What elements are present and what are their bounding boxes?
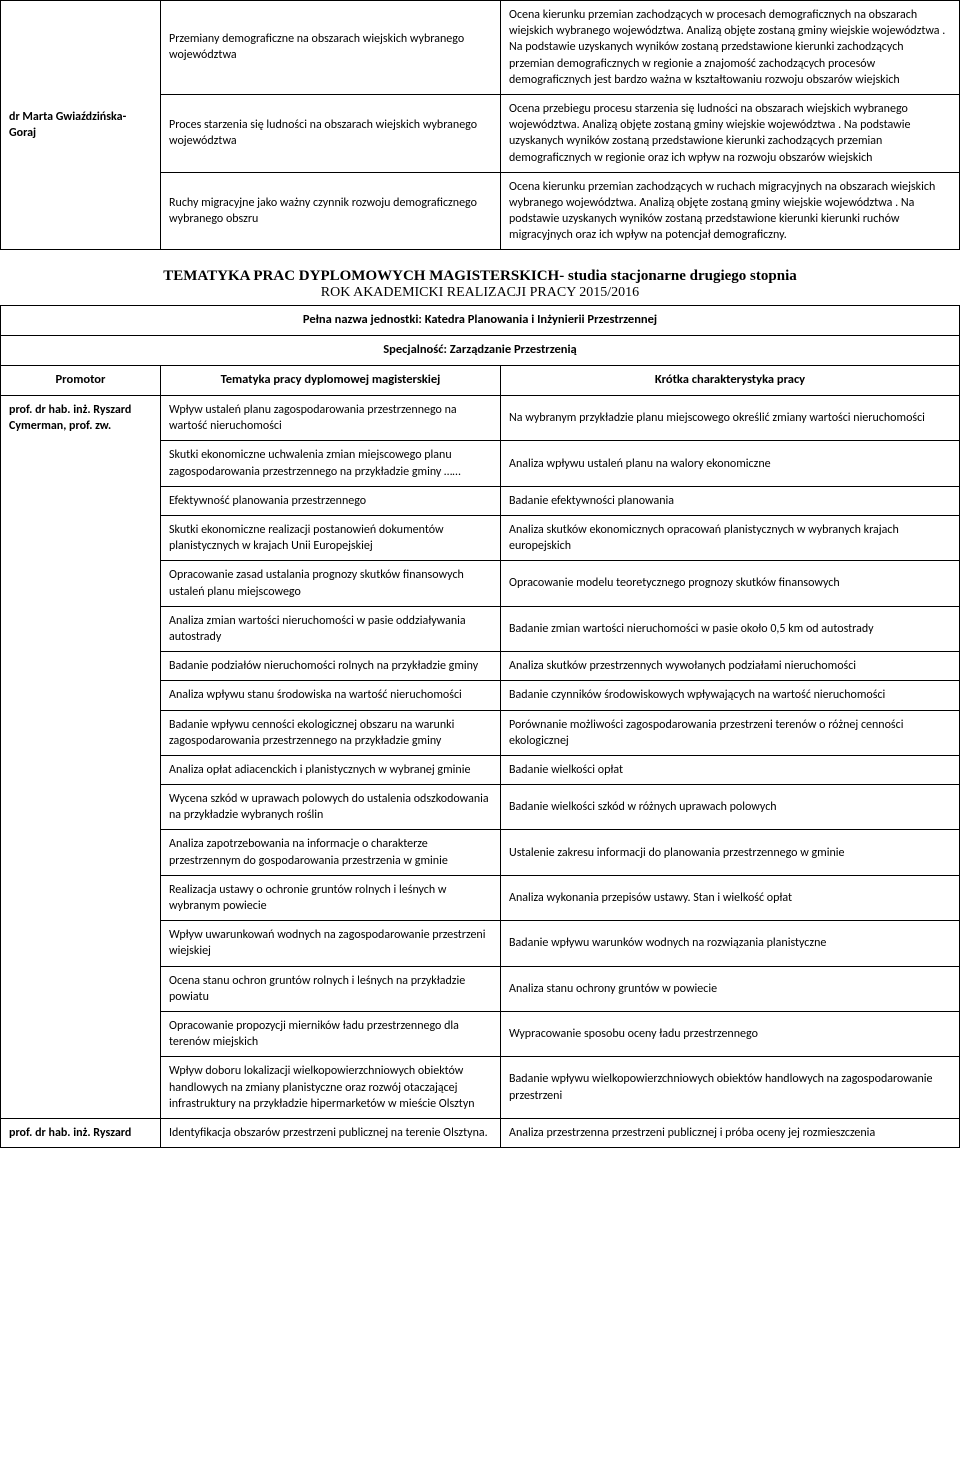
desc-cell: Badanie wielkości szkód w różnych uprawa… [501,785,960,830]
desc-cell: Ocena kierunku przemian zachodzących w r… [501,172,960,250]
desc-cell: Na wybranym przykładzie planu miejscoweg… [501,396,960,441]
topic-cell: Analiza wpływu stanu środowiska na warto… [161,681,501,710]
desc-cell: Porównanie możliwości zagospodarowania p… [501,710,960,755]
topic-cell: Ruchy migracyjne jako ważny czynnik rozw… [161,172,501,250]
desc-cell: Badanie wielkości opłat [501,755,960,784]
desc-cell: Ocena kierunku przemian zachodzących w p… [501,1,960,95]
desc-cell: Badanie wpływu warunków wodnych na rozwi… [501,921,960,966]
topics-table-2: Pełna nazwa jednostki: Katedra Planowani… [0,305,960,1148]
topic-cell: Badanie podziałów nieruchomości rolnych … [161,652,501,681]
advisor-cell: dr Marta Gwiaździńska-Goraj [1,1,161,250]
topic-cell: Skutki ekonomiczne realizacji postanowie… [161,516,501,561]
header-topic: Tematyka pracy dyplomowej magisterskiej [161,366,501,396]
desc-cell: Analiza wpływu ustaleń planu na walory e… [501,441,960,486]
topic-cell: Wycena szkód w uprawach polowych do usta… [161,785,501,830]
topic-cell: Analiza opłat adiacenckich i planistyczn… [161,755,501,784]
topic-cell: Opracowanie propozycji mierników ładu pr… [161,1011,501,1056]
desc-cell: Analiza stanu ochrony gruntów w powiecie [501,966,960,1011]
topic-cell: Realizacja ustawy o ochronie gruntów rol… [161,875,501,920]
header-desc: Krótka charakterystyka pracy [501,366,960,396]
topic-cell: Opracowanie zasad ustalania prognozy sku… [161,561,501,606]
spec-row: Specjalność: Zarządzanie Przestrzenią [1,336,960,366]
table-row: prof. dr hab. inż. Ryszard Identyfikacja… [1,1118,960,1147]
topic-cell: Wpływ ustaleń planu zagospodarowania prz… [161,396,501,441]
topic-cell: Analiza zapotrzebowania na informacje o … [161,830,501,875]
spec-cell: Specjalność: Zarządzanie Przestrzenią [1,336,960,366]
topic-cell: Wpływ uwarunkowań wodnych na zagospodaro… [161,921,501,966]
header-promotor: Promotor [1,366,161,396]
topic-cell: Badanie wpływu cenności ekologicznej obs… [161,710,501,755]
desc-cell: Ocena przebiegu procesu starzenia się lu… [501,94,960,172]
desc-cell: Analiza skutków przestrzennych wywołanyc… [501,652,960,681]
desc-cell: Analiza skutków ekonomicznych opracowań … [501,516,960,561]
table-row: dr Marta Gwiaździńska-Goraj Przemiany de… [1,1,960,95]
topic-cell: Analiza zmian wartości nieruchomości w p… [161,606,501,651]
desc-cell: Badanie czynników środowiskowych wpływaj… [501,681,960,710]
title-main: TEMATYKA PRAC DYPLOMOWYCH MAGISTERSKICH-… [0,268,960,285]
desc-cell: Analiza przestrzenna przestrzeni publicz… [501,1118,960,1147]
table-row: prof. dr hab. inż. Ryszard Cymerman, pro… [1,396,960,441]
topic-cell: Ocena stanu ochron gruntów rolnych i leś… [161,966,501,1011]
unit-cell: Pełna nazwa jednostki: Katedra Planowani… [1,306,960,336]
header-row: Promotor Tematyka pracy dyplomowej magis… [1,366,960,396]
desc-cell: Wypracowanie sposobu oceny ładu przestrz… [501,1011,960,1056]
unit-row: Pełna nazwa jednostki: Katedra Planowani… [1,306,960,336]
topic-cell: Efektywność planowania przestrzennego [161,486,501,515]
topics-table-1: dr Marta Gwiaździńska-Goraj Przemiany de… [0,0,960,250]
desc-cell: Badanie efektywności planowania [501,486,960,515]
desc-cell: Opracowanie modelu teoretycznego prognoz… [501,561,960,606]
desc-cell: Ustalenie zakresu informacji do planowan… [501,830,960,875]
desc-cell: Analiza wykonania przepisów ustawy. Stan… [501,875,960,920]
topic-cell: Skutki ekonomiczne uchwalenia zmian miej… [161,441,501,486]
topic-cell: Przemiany demograficzne na obszarach wie… [161,1,501,95]
title-block: TEMATYKA PRAC DYPLOMOWYCH MAGISTERSKICH-… [0,268,960,301]
desc-cell: Badanie wpływu wielkopowierzchniowych ob… [501,1057,960,1119]
title-sub: ROK AKADEMICKI REALIZACJI PRACY 2015/201… [0,285,960,301]
desc-cell: Badanie zmian wartości nieruchomości w p… [501,606,960,651]
topic-cell: Identyfikacja obszarów przestrzeni publi… [161,1118,501,1147]
advisor-cell-2: prof. dr hab. inż. Ryszard [1,1118,161,1147]
topic-cell: Wpływ doboru lokalizacji wielkopowierzch… [161,1057,501,1119]
advisor-cell: prof. dr hab. inż. Ryszard Cymerman, pro… [1,396,161,1119]
topic-cell: Proces starzenia się ludności na obszara… [161,94,501,172]
